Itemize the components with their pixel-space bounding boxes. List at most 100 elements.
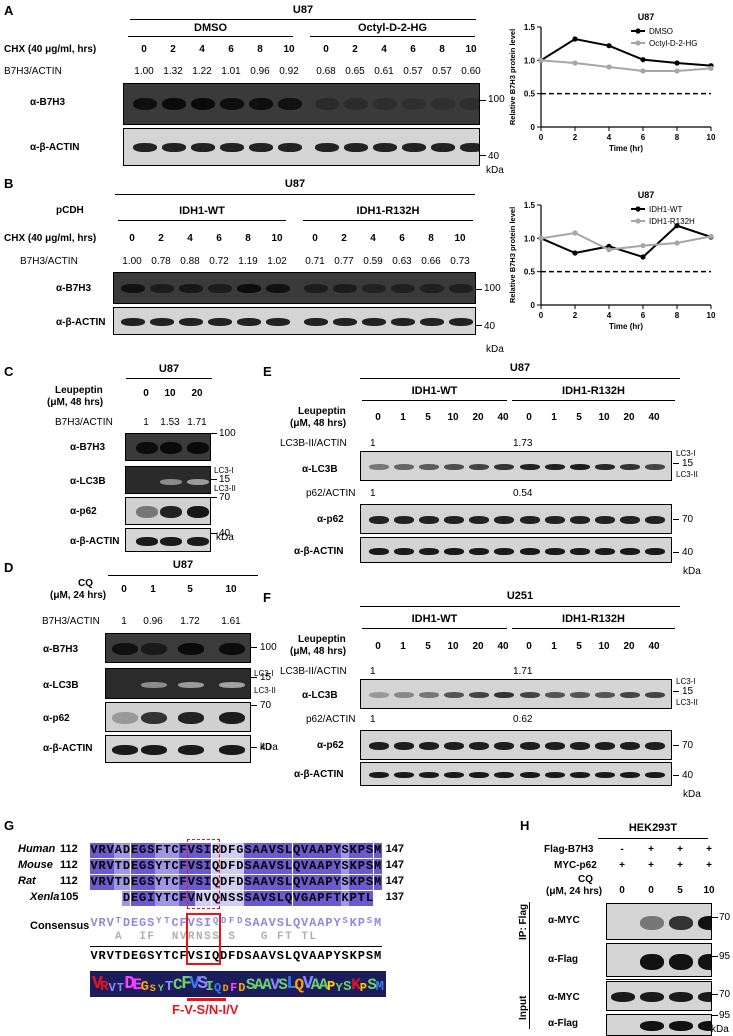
blot-band	[444, 772, 464, 778]
panel-b-kda: kDa	[486, 344, 504, 355]
blot-band	[315, 98, 339, 110]
panel-b-ratio-value: 0.88	[180, 256, 200, 267]
panel-f-dose-label: 5	[425, 641, 431, 652]
consensus-residue: S	[195, 949, 203, 963]
panel-h-blot	[606, 981, 712, 1011]
panel-f-group-2: IDH1-R132H	[562, 613, 625, 625]
residue: T	[162, 875, 171, 890]
residue: G	[138, 891, 147, 906]
logo-residue: S	[343, 978, 352, 995]
panel-h-mw: 70	[719, 912, 731, 923]
mw-tick	[712, 956, 718, 957]
residue: D	[219, 875, 228, 890]
blot-band	[344, 98, 368, 110]
consensus-alt-residue: A	[115, 931, 122, 943]
mw-tick	[712, 917, 718, 918]
residue: A	[260, 875, 269, 890]
panel-f-dose-label: 20	[623, 641, 635, 652]
panel-h-blot-label: α-Flag	[548, 1018, 579, 1029]
residue: V	[187, 859, 196, 874]
blot-band	[121, 318, 145, 326]
series-line	[540, 231, 712, 251]
species-start: 112	[60, 875, 78, 887]
blot-band	[136, 442, 158, 454]
panel-c-condition-unit: (μM, 48 hrs)	[47, 397, 104, 408]
blot-band	[611, 916, 635, 930]
blot-band	[112, 745, 138, 755]
panel-h-ip-label: IP: Flag	[518, 903, 529, 940]
blot-band	[394, 772, 414, 778]
blot-band	[304, 284, 328, 293]
blot-band	[162, 98, 186, 110]
blot-band	[611, 1021, 635, 1031]
blot-band	[444, 464, 464, 470]
data-point	[572, 230, 578, 236]
blot-band	[698, 916, 711, 930]
panel-d-condition-label: CQ	[78, 578, 93, 589]
panel-d-ratio-value: 1.72	[180, 616, 200, 627]
blot-band	[160, 537, 182, 546]
panel-e-lc3b-blot	[360, 451, 672, 481]
panel-b-ratio-value: 1.00	[122, 256, 142, 267]
residue: S	[195, 859, 204, 874]
panel-f-dose-label: 0	[375, 641, 381, 652]
panel-a-ratio-value: 1.01	[221, 66, 241, 77]
logo-residue: V	[92, 973, 103, 994]
y-tick-label: 0	[531, 123, 536, 132]
residue: S	[276, 859, 285, 874]
panel-c-mw: 70	[219, 492, 231, 503]
residue: C	[171, 875, 180, 890]
blot-band	[362, 318, 386, 326]
residue: V	[300, 875, 309, 890]
logo-residue: A	[318, 976, 329, 994]
consensus-residue: S	[147, 916, 155, 930]
residue: V	[106, 859, 115, 874]
legend-label: DMSO	[649, 27, 673, 36]
logo-residue: D	[238, 981, 246, 995]
panel-h-divider	[606, 979, 712, 980]
logo-residue: T	[116, 981, 124, 995]
panel-a-time-label: 8	[439, 44, 445, 55]
panel-e-dose-label: 40	[648, 412, 660, 423]
residue: F	[227, 859, 236, 874]
panel-f-kda: kDa	[683, 789, 701, 800]
blot-band	[373, 98, 397, 110]
panel-b-ratio-value: 0.59	[363, 256, 383, 267]
blot-band	[460, 143, 479, 152]
panel-a-group-2-line	[310, 36, 475, 37]
series-line	[540, 224, 712, 259]
panel-d-mw: 40	[260, 742, 272, 753]
residue: P	[324, 859, 333, 874]
consensus-alt-residue: N	[196, 931, 203, 943]
panel-h-flag-value: +	[648, 844, 654, 855]
residue: T	[357, 891, 366, 906]
residue: A	[308, 875, 317, 890]
panel-h-flag-row: - + + +	[0, 844, 733, 858]
panel-f-lc3-ratio-2: 1.71	[513, 666, 533, 677]
residue: C	[171, 843, 180, 858]
panel-e-p62-ratio-2: 0.54	[513, 488, 533, 499]
consensus-residue: M	[373, 916, 382, 930]
panel-letter-a: A	[4, 3, 14, 18]
consensus-label: Consensus	[30, 920, 90, 932]
consensus-residue: Q	[292, 916, 301, 930]
panel-c-dose-row: 0 10 20	[0, 388, 733, 402]
residue: S	[146, 843, 155, 858]
panel-a-time-label: 6	[410, 44, 416, 55]
consensus-residue: R	[98, 916, 106, 930]
x-tick-label: 8	[675, 311, 680, 320]
residue: I	[203, 875, 212, 890]
blot-band	[419, 742, 439, 750]
blot-band	[595, 692, 615, 698]
panel-c-blot-label: α-B7H3	[70, 442, 106, 453]
residue: T	[114, 875, 123, 890]
blot-band	[645, 516, 665, 524]
panel-e-dose-label: 1	[551, 412, 557, 423]
y-tick-label: 0.5	[524, 268, 536, 277]
blot-band	[333, 318, 357, 326]
residue: A	[252, 843, 261, 858]
logo-residue: V	[189, 973, 200, 994]
consensus-residue: Y	[155, 949, 163, 963]
panel-h-myc-row: + + + +	[0, 860, 733, 874]
blot-band	[220, 98, 244, 110]
